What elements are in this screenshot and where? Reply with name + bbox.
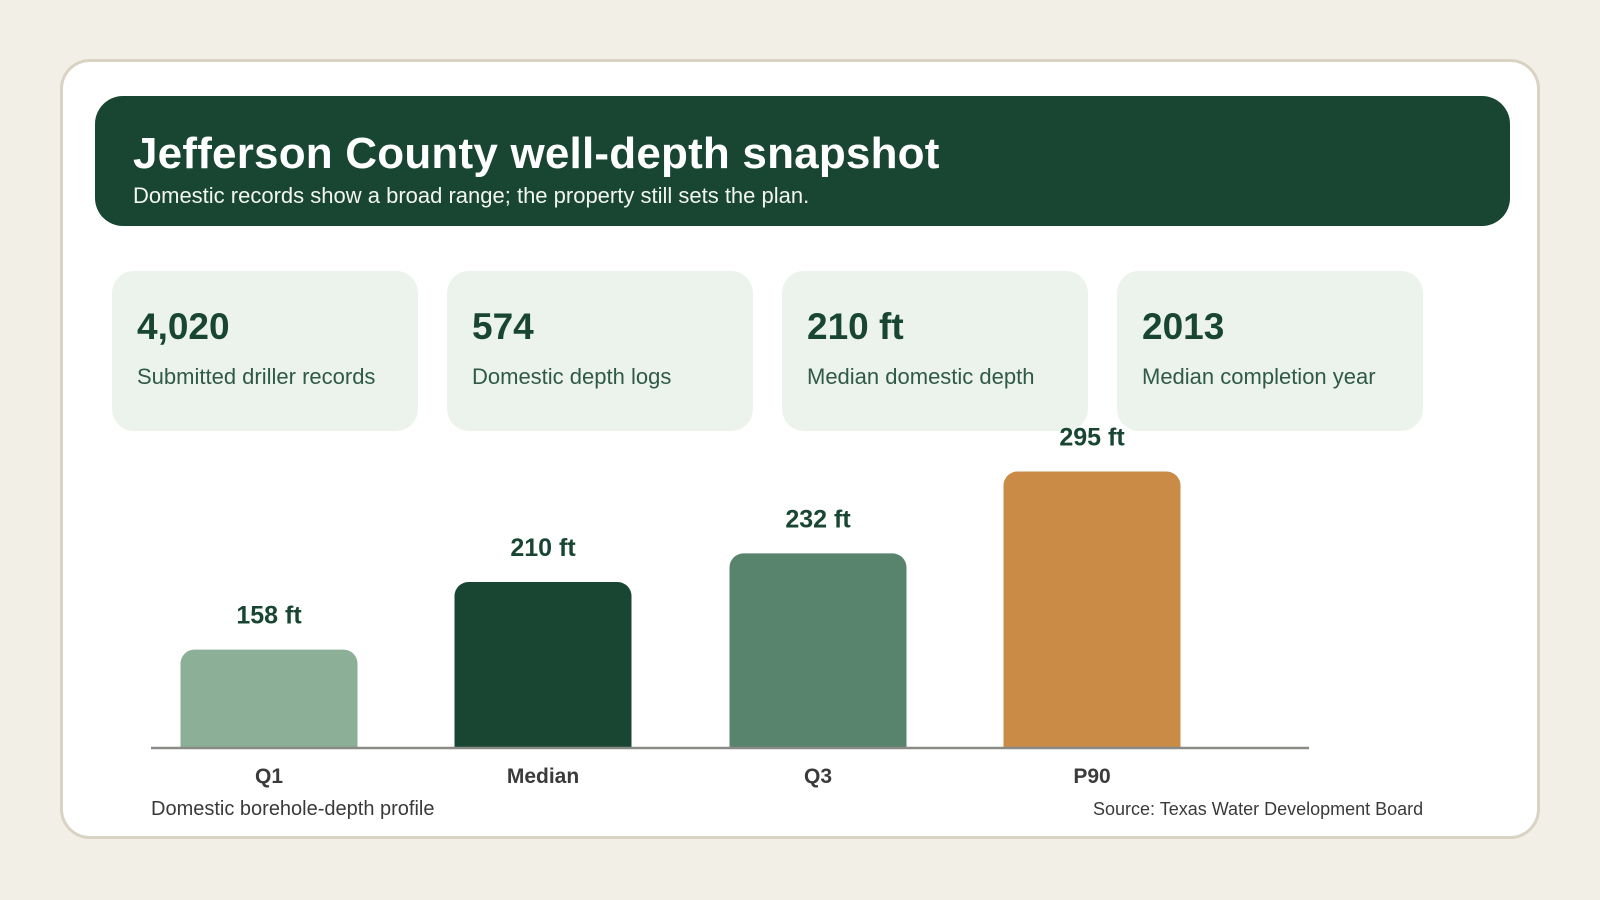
- kpi-value: 210 ft: [807, 306, 904, 347]
- x-tick-label: Q3: [804, 765, 832, 788]
- bar-value-label: 158 ft: [236, 602, 302, 630]
- bar-p90: [1003, 471, 1181, 762]
- kpi-card-completion-year: 2013 Median completion year: [1117, 271, 1423, 431]
- x-tick-label: Median: [507, 765, 579, 788]
- header-banner: Jefferson County well-depth snapshot Dom…: [95, 96, 1510, 226]
- snapshot-card: Jefferson County well-depth snapshot Dom…: [60, 59, 1540, 839]
- bar-median: [454, 582, 632, 762]
- kpi-label: Submitted driller records: [137, 364, 376, 389]
- page-title: Jefferson County well-depth snapshot: [133, 129, 940, 178]
- depth-bar-chart: 158 ft 210 ft 232 ft 295 ft Q1 Median Q3 P90: [151, 424, 1309, 788]
- bar-value-label: 210 ft: [510, 534, 576, 562]
- page-subtitle: Domestic records show a broad range; the…: [133, 183, 810, 208]
- bar-q3: [729, 553, 907, 762]
- kpi-card-median-depth: 210 ft Median domestic depth: [782, 271, 1088, 431]
- kpi-value: 2013: [1142, 306, 1225, 347]
- kpi-row: 4,020 Submitted driller records 574 Dome…: [112, 271, 1512, 433]
- bar-value-label: 232 ft: [785, 505, 851, 533]
- kpi-card-records: 4,020 Submitted driller records: [112, 271, 418, 431]
- kpi-label: Domestic depth logs: [472, 364, 672, 389]
- kpi-value: 4,020: [137, 306, 230, 347]
- chart-caption: Domestic borehole-depth profile: [151, 798, 435, 820]
- x-tick-label: Q1: [255, 765, 283, 788]
- kpi-card-depth-logs: 574 Domestic depth logs: [447, 271, 753, 431]
- kpi-label: Median completion year: [1142, 364, 1376, 389]
- bar-q1: [180, 649, 358, 762]
- source-note: Source: Texas Water Development Board: [1093, 799, 1424, 819]
- bar-value-label: 295 ft: [1059, 424, 1125, 452]
- baseline-mask: [151, 749, 1309, 763]
- kpi-label: Median domestic depth: [807, 364, 1035, 389]
- kpi-value: 574: [472, 306, 534, 347]
- x-tick-label: P90: [1073, 765, 1110, 788]
